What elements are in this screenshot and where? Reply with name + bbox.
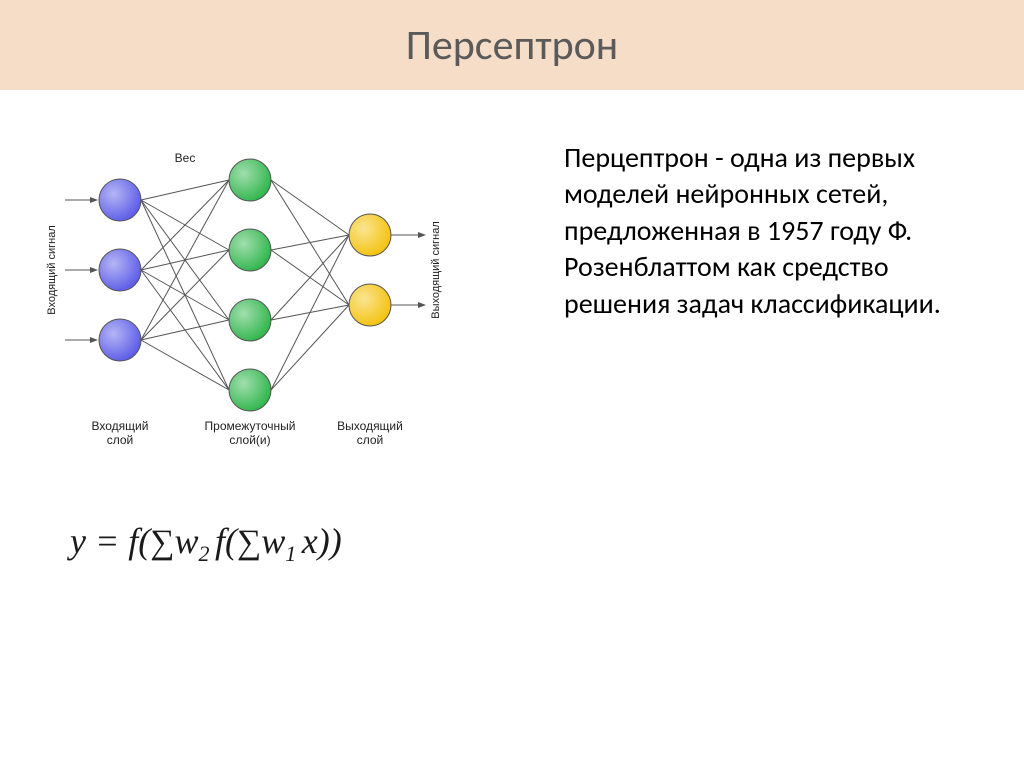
svg-text:Выходящий: Выходящий	[337, 419, 403, 433]
title-band: Персептрон	[0, 0, 1024, 90]
content-area: ВходящийслойПромежуточныйслой(и)Выходящи…	[0, 90, 1024, 767]
svg-text:Выходящий сигнал: Выходящий сигнал	[430, 221, 442, 319]
svg-text:Входящий сигнал: Входящий сигнал	[46, 225, 58, 315]
svg-text:Промежуточный: Промежуточный	[205, 419, 296, 433]
svg-text:Входящий: Входящий	[92, 419, 149, 433]
page-title: Персептрон	[406, 20, 619, 71]
svg-text:слой: слой	[357, 433, 384, 447]
svg-text:Вес: Вес	[175, 151, 196, 165]
svg-text:слой(и): слой(и)	[229, 433, 270, 447]
description-text: Перцептрон - одна из первых моделей нейр…	[564, 140, 994, 322]
formula: y = f(∑w2 f(∑w1 x))	[70, 520, 342, 567]
perceptron-diagram: ВходящийслойПромежуточныйслой(и)Выходящи…	[30, 130, 480, 510]
svg-text:слой: слой	[107, 433, 134, 447]
